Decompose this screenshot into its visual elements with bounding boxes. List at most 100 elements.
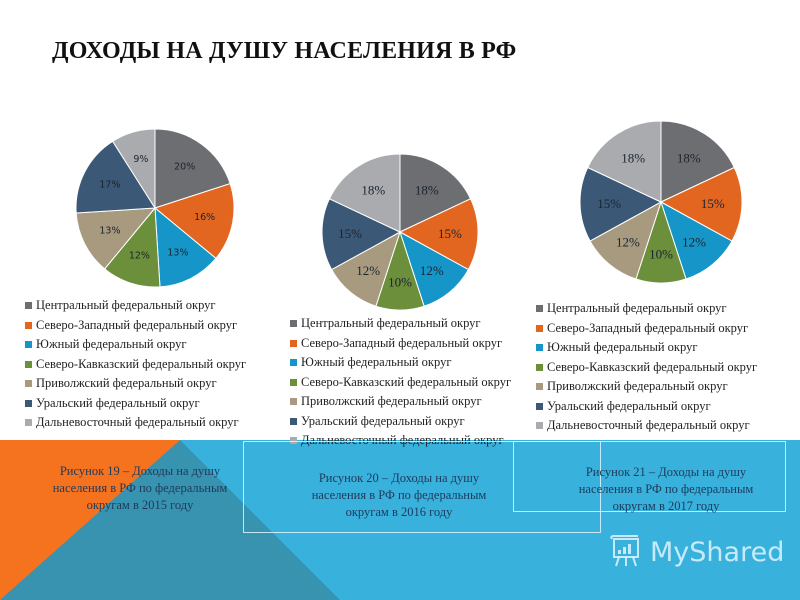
pie-data-label: 12%	[420, 263, 444, 278]
pie-slice	[659, 166, 743, 242]
legend-swatch-icon	[536, 305, 543, 313]
legend-swatch-icon	[536, 422, 543, 430]
pie-slice	[75, 140, 156, 214]
legend-swatch-icon	[25, 321, 32, 329]
pie-slice	[153, 182, 235, 260]
pie-slice	[399, 153, 472, 233]
pie-data-label: 10%	[388, 274, 412, 289]
legend-item: Уральский федеральный округ	[25, 394, 246, 414]
page-title: ДОХОДЫ НА ДУШУ НАСЕЛЕНИЯ В РФ	[52, 38, 517, 64]
legend-label: Северо-Кавказский федеральный округ	[547, 359, 758, 374]
pie-data-label: 9%	[133, 154, 148, 165]
pie-slice	[587, 120, 662, 203]
pie-chart-2016: 18% 15% 12% 10% 12% 15% 18%	[321, 153, 479, 311]
legend-label: Приволжский федеральный округ	[547, 379, 728, 393]
pie-slice	[321, 198, 402, 271]
legend-swatch-icon	[25, 380, 32, 388]
pie-data-label: 15%	[338, 226, 362, 241]
legend-2016: Центральный федеральный округ Северо-Запа…	[290, 314, 511, 451]
pie-chart-2015: 20% 16% 13% 12% 13% 17% 9%	[75, 128, 235, 288]
legend-swatch-icon	[290, 378, 297, 386]
legend-label: Уральский федеральный округ	[547, 398, 711, 413]
legend-item: Центральный федеральный округ	[25, 296, 246, 316]
pie-data-label: 13%	[167, 248, 188, 259]
pie-chart-2017: 18% 15% 12% 10% 12% 15% 18%	[579, 120, 743, 284]
legend-item: Уральский федеральный округ	[536, 397, 757, 417]
legend-item: Приволжский федеральный округ	[536, 377, 757, 397]
pie-slice	[398, 198, 479, 271]
legend-item: Северо-Западный федеральный округ	[290, 334, 511, 354]
pie-data-label: 20%	[174, 162, 195, 173]
legend-item: Центральный федеральный округ	[536, 299, 757, 319]
legend-label: Центральный федеральный округ	[301, 316, 481, 330]
legend-item: Северо-Кавказский федеральный округ	[536, 358, 757, 378]
legend-label: Северо-Кавказский федеральный округ	[36, 356, 247, 371]
legend-label: Северо-Западный федеральный округ	[36, 317, 238, 332]
legend-item: Южный федеральный округ	[25, 335, 246, 355]
legend-swatch-icon	[290, 437, 297, 445]
legend-item: Приволжский федеральный округ	[290, 392, 511, 412]
legend-item: Северо-Кавказский федеральный округ	[290, 373, 511, 393]
pie-data-label: 12%	[682, 234, 706, 249]
legend-swatch-icon	[25, 341, 32, 349]
pie-data-label: 15%	[597, 196, 621, 211]
legend-swatch-icon	[25, 419, 32, 427]
legend-swatch-icon	[290, 359, 297, 367]
legend-swatch-icon	[536, 383, 543, 391]
pie-data-label: 13%	[99, 225, 120, 236]
legend-label: Дальневосточный федеральный округ	[36, 415, 239, 429]
pie-data-label: 12%	[356, 263, 380, 278]
legend-item: Центральный федеральный округ	[290, 314, 511, 334]
pie-slice	[660, 200, 733, 280]
pie-data-label: 18%	[361, 182, 385, 197]
legend-label: Южный федеральный округ	[36, 337, 187, 351]
legend-swatch-icon	[536, 344, 543, 352]
pie-slice	[328, 153, 401, 233]
legend-label: Северо-Западный федеральный округ	[547, 320, 749, 335]
pie-data-label: 12%	[129, 251, 150, 262]
myshared-watermark: MyShared	[608, 534, 784, 570]
caption-frame-2016	[243, 441, 601, 533]
pie-data-label: 17%	[99, 180, 120, 191]
pie-slice	[75, 207, 157, 270]
legend-label: Уральский федеральный округ	[301, 413, 465, 428]
legend-label: Дальневосточный федеральный округ	[301, 433, 504, 447]
pie-slice	[589, 200, 662, 280]
legend-swatch-icon	[25, 302, 32, 310]
legend-label: Южный федеральный округ	[547, 340, 698, 354]
brand-name: MyShared	[650, 536, 785, 568]
legend-swatch-icon	[536, 324, 543, 332]
legend-2017: Центральный федеральный округ Северо-Запа…	[536, 299, 757, 436]
legend-label: Северо-Кавказский федеральный округ	[301, 374, 512, 389]
legend-label: Центральный федеральный округ	[547, 301, 727, 315]
legend-item: Дальневосточный федеральный округ	[25, 413, 246, 433]
legend-item: Уральский федеральный округ	[290, 412, 511, 432]
legend-item: Южный федеральный округ	[290, 353, 511, 373]
legend-item: Приволжский федеральный округ	[25, 374, 246, 394]
caption-frame-2017	[513, 441, 786, 512]
legend-label: Центральный федеральный округ	[36, 298, 216, 312]
pie-data-label: 12%	[616, 234, 640, 249]
caption-2016: Рисунок 20 – Доходы на душу населения в …	[311, 471, 487, 519]
pie-slice	[154, 128, 231, 209]
pie-slice	[660, 120, 735, 203]
legend-swatch-icon	[290, 320, 297, 328]
pie-data-label: 16%	[194, 212, 215, 223]
legend-item: Южный федеральный округ	[536, 338, 757, 358]
presentation-board-icon	[610, 535, 639, 567]
background-band	[0, 440, 800, 600]
legend-label: Приволжский федеральный округ	[36, 376, 217, 390]
pie-data-label: 18%	[621, 151, 645, 166]
pie-slice	[154, 206, 217, 288]
legend-item: Северо-Западный федеральный округ	[25, 316, 246, 336]
pie-data-label: 10%	[649, 246, 673, 261]
legend-swatch-icon	[536, 402, 543, 410]
caption-2017: Рисунок 21 – Доходы на душу населения в …	[578, 465, 754, 513]
legend-label: Южный федеральный округ	[301, 355, 452, 369]
pie-slice	[103, 206, 161, 288]
caption-2015: Рисунок 19 – Доходы на душу населения в …	[52, 464, 228, 512]
pie-data-label: 15%	[438, 226, 462, 241]
legend-swatch-icon	[536, 363, 543, 371]
legend-item: Дальневосточный федеральный округ	[290, 431, 511, 451]
pie-data-label: 15%	[701, 196, 725, 211]
